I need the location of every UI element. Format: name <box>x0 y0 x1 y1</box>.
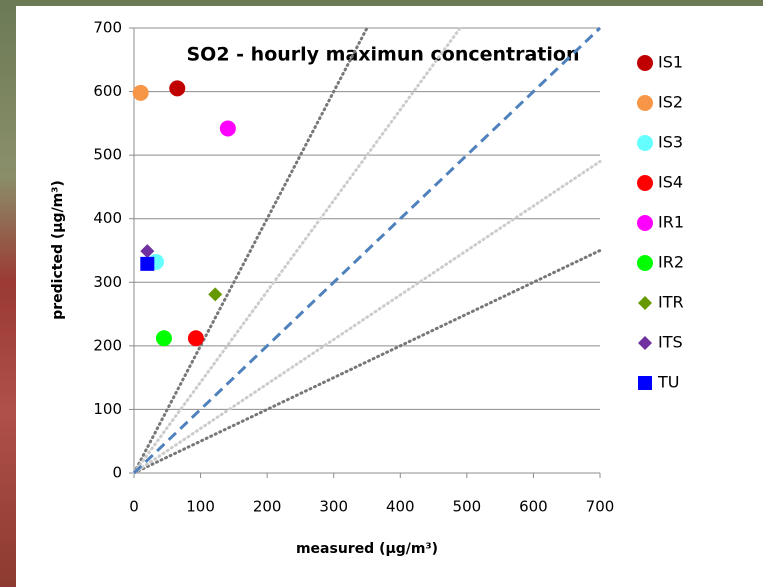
marker <box>208 287 223 302</box>
y-tick-label: 300 <box>93 273 122 291</box>
marker <box>140 256 155 271</box>
marker <box>169 80 186 97</box>
ref-line <box>132 160 602 475</box>
legend-marker <box>638 296 652 310</box>
legend-label: IS2 <box>658 93 683 112</box>
marker <box>140 244 155 259</box>
x-axis-title: measured (µg/m³) <box>296 541 438 557</box>
x-tick-label: 700 <box>586 498 615 516</box>
legend-label: IR1 <box>658 213 684 232</box>
y-tick-label: 400 <box>93 209 122 227</box>
x-tick-label: 200 <box>253 498 282 516</box>
one-to-one-line <box>132 26 602 475</box>
y-tick-label: 0 <box>112 464 122 482</box>
legend-marker <box>637 175 653 191</box>
y-tick-label: 100 <box>93 400 122 418</box>
legend-marker <box>637 255 653 271</box>
legend-marker <box>638 336 652 350</box>
legend-marker <box>637 215 653 231</box>
y-tick-label: 500 <box>93 146 122 164</box>
chart-title: SO2 - hourly maximun concentration <box>187 44 580 66</box>
x-tick-label: 500 <box>453 498 482 516</box>
legend-label: TU <box>657 373 679 392</box>
ref-line <box>132 26 462 475</box>
x-tick-label: 0 <box>129 498 139 516</box>
x-tick-label: 600 <box>519 498 548 516</box>
marker <box>132 84 149 101</box>
y-tick-label: 200 <box>93 336 122 354</box>
legend-label: IR2 <box>658 253 684 272</box>
x-tick-label: 300 <box>319 498 348 516</box>
legend-marker <box>637 55 653 71</box>
marker <box>187 330 204 347</box>
legend-marker <box>637 135 653 151</box>
y-tick-label: 700 <box>93 19 122 37</box>
x-tick-label: 100 <box>186 498 215 516</box>
y-axis-title: predicted (µg/m³) <box>50 180 66 320</box>
ref-line <box>132 26 369 475</box>
y-tick-label: 600 <box>93 82 122 100</box>
x-tick-label: 400 <box>386 498 415 516</box>
legend-label: ITS <box>658 333 683 352</box>
marker <box>155 330 172 347</box>
legend-marker <box>637 95 653 111</box>
marker <box>219 120 236 137</box>
legend-marker <box>638 376 652 390</box>
legend-label: IS1 <box>658 53 683 72</box>
legend-label: IS4 <box>658 173 683 192</box>
legend-label: ITR <box>658 293 684 312</box>
ref-line <box>132 249 602 475</box>
legend-label: IS3 <box>658 133 683 152</box>
